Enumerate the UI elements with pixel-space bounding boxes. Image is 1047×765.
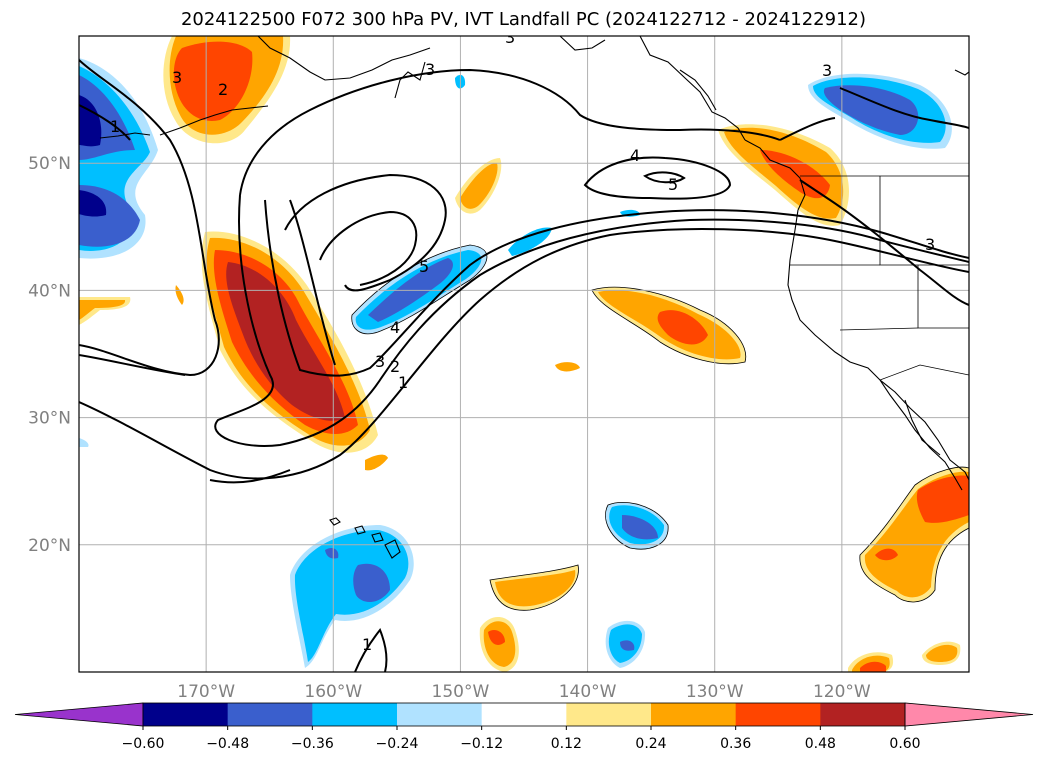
- longitude-tick-label: 170°W: [177, 682, 235, 702]
- colorbar-tick-label: −0.36: [291, 736, 334, 752]
- contour-label: 1: [110, 117, 120, 136]
- negative-anomaly-south: [622, 515, 658, 540]
- positive-anomaly-se: [860, 661, 886, 672]
- colorbar-tick-label: 0.12: [551, 736, 582, 752]
- contour-label: 3: [425, 60, 435, 79]
- pv-contours: [79, 59, 969, 672]
- contour-label: 4: [390, 318, 400, 337]
- positive-anomaly-east: [657, 310, 708, 345]
- positive-anomaly-coast: [760, 150, 830, 199]
- positive-anomaly-central: [226, 262, 345, 421]
- contour-labels: 3 2 1 3 3 5 4 3 2 1 4 5 3 3 1: [110, 28, 935, 654]
- colorbar-extend-max: [904, 702, 1034, 727]
- contour-label: 1: [362, 635, 372, 654]
- negative-anomaly-south: [620, 640, 635, 651]
- longitude-tick-label: 120°W: [813, 682, 871, 702]
- longitude-tick-label: 150°W: [432, 682, 490, 702]
- colorbar-segment: [227, 703, 313, 726]
- longitude-tick-label: 140°W: [559, 682, 617, 702]
- colorbar-segment: [566, 703, 652, 726]
- positive-anomaly-south: [488, 630, 505, 645]
- map-frame: [78, 35, 970, 673]
- negative-anomaly-south: [294, 530, 409, 662]
- colorbar-frame: [142, 702, 906, 727]
- negative-anomaly-south: [353, 563, 390, 602]
- longitude-labels: 170°W 160°W 150°W 140°W 130°W 120°W: [177, 682, 871, 702]
- positive-anomaly-small: [365, 454, 388, 471]
- colorbar-tick-label: 0.48: [805, 736, 836, 752]
- positive-anomaly-se: [875, 548, 898, 561]
- positive-anomaly-small: [460, 162, 498, 209]
- political-borders: [790, 175, 969, 381]
- contour-label: 3: [822, 61, 832, 80]
- contour-label: 2: [390, 357, 400, 376]
- chart-title: 2024122500 F072 300 hPa PV, IVT Landfall…: [180, 9, 867, 30]
- anomaly-outlines: [351, 244, 969, 611]
- contour-label: 4: [630, 146, 640, 165]
- colorbar-segment: [143, 703, 229, 726]
- contour-label: 3: [375, 352, 385, 371]
- colorbar-tick-label: −0.24: [376, 736, 419, 752]
- gridlines: [79, 36, 969, 672]
- colorbar-extend-min: [14, 702, 144, 727]
- latitude-labels: 20°N 30°N 40°N 50°N: [28, 154, 71, 556]
- colorbar-segment: [820, 703, 906, 726]
- positive-anomaly-se: [926, 644, 958, 662]
- map-area: 3 2 1 3 3 5 4 3 2 1 4 5 3 3 1: [79, 28, 969, 672]
- negative-anomaly-south: [325, 547, 339, 559]
- colorbar-tick-label: 0.60: [889, 736, 920, 752]
- positive-anomaly-south: [495, 570, 576, 607]
- colorbar-tick-label: −0.48: [206, 736, 249, 752]
- contour-label: 5: [419, 257, 429, 276]
- negative-anomaly-south: [79, 438, 89, 447]
- positive-anomaly-top: [173, 41, 253, 121]
- latitude-tick-label: 50°N: [28, 154, 71, 174]
- contour-label: 3: [925, 235, 935, 254]
- latitude-tick-label: 20°N: [28, 536, 71, 556]
- negative-anomaly-ne: [823, 85, 919, 135]
- contour-label: 3: [505, 28, 515, 47]
- longitude-tick-label: 130°W: [686, 682, 744, 702]
- colorbar-segment: [481, 703, 567, 726]
- latitude-tick-label: 30°N: [28, 409, 71, 429]
- colorbar-tick-label: −0.12: [460, 736, 503, 752]
- negative-anomaly-central: [508, 227, 552, 256]
- colorbar-segment: [735, 703, 821, 726]
- colorbar-tick-label: 0.36: [720, 736, 751, 752]
- contour-label: 3: [172, 68, 182, 87]
- colorbar-segment: [312, 703, 398, 726]
- contour-label: 5: [668, 175, 678, 194]
- contour-label: 2: [218, 80, 228, 99]
- longitude-tick-label: 160°W: [304, 682, 362, 702]
- colorbar: −0.60 −0.48 −0.36 −0.24 −0.12 0.12 0.24 0.36 0.4…: [14, 702, 1034, 752]
- latitude-tick-label: 40°N: [28, 281, 71, 301]
- colorbar-tick-label: −0.60: [122, 736, 165, 752]
- positive-anomaly-se: [916, 475, 969, 523]
- positive-anomaly-small: [79, 300, 126, 320]
- positive-anomaly-small: [555, 362, 580, 372]
- colorbar-segment: [397, 703, 483, 726]
- coastlines: [99, 36, 969, 559]
- colorbar-segment: [651, 703, 737, 726]
- negative-anomaly-nw: [79, 190, 107, 217]
- contour-label: 1: [398, 373, 408, 392]
- colorbar-tick-label: 0.24: [635, 736, 666, 752]
